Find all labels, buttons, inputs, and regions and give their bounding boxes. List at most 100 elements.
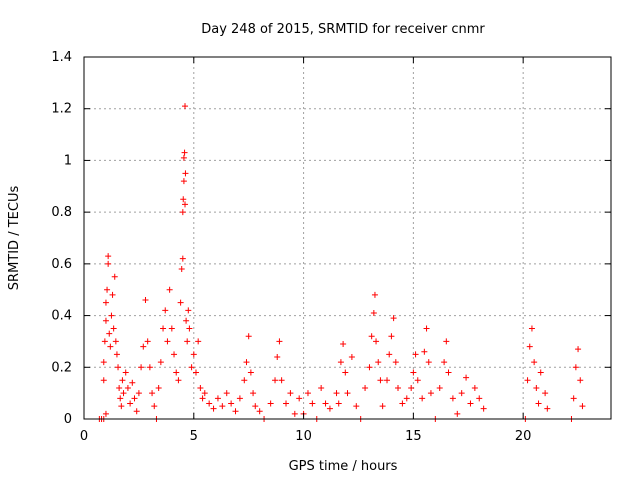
data-point bbox=[178, 266, 185, 273]
data-point bbox=[192, 369, 199, 376]
y-tick-label: 1 bbox=[64, 153, 72, 168]
data-point bbox=[445, 369, 452, 376]
data-point bbox=[105, 260, 112, 267]
data-point bbox=[326, 405, 333, 412]
data-point bbox=[183, 317, 190, 324]
data-point bbox=[386, 351, 393, 358]
data-point bbox=[572, 364, 579, 371]
data-point bbox=[129, 379, 136, 386]
data-point bbox=[531, 359, 538, 366]
data-point bbox=[443, 338, 450, 345]
data-point bbox=[570, 395, 577, 402]
data-point bbox=[108, 312, 115, 319]
data-point bbox=[104, 286, 111, 293]
data-point bbox=[250, 390, 257, 397]
data-point bbox=[304, 390, 311, 397]
data-point bbox=[322, 400, 329, 407]
data-point bbox=[168, 325, 175, 332]
data-point bbox=[480, 405, 487, 412]
data-point bbox=[117, 395, 124, 402]
data-point bbox=[111, 273, 118, 280]
y-tick-label: 0.4 bbox=[51, 309, 72, 324]
data-point bbox=[342, 369, 349, 376]
data-point bbox=[102, 299, 109, 306]
data-point bbox=[110, 325, 117, 332]
data-point bbox=[366, 364, 373, 371]
data-point bbox=[333, 390, 340, 397]
data-point bbox=[344, 390, 351, 397]
data-point bbox=[256, 408, 263, 415]
x-tick-label: 5 bbox=[190, 429, 198, 444]
data-point bbox=[296, 395, 303, 402]
data-point bbox=[188, 364, 195, 371]
data-point bbox=[184, 338, 191, 345]
data-point bbox=[115, 364, 122, 371]
data-point bbox=[206, 400, 213, 407]
data-point bbox=[100, 359, 107, 366]
data-point bbox=[236, 395, 243, 402]
y-tick-label: 0 bbox=[64, 412, 72, 427]
data-point bbox=[278, 377, 285, 384]
data-point bbox=[142, 297, 149, 304]
data-point bbox=[228, 400, 235, 407]
data-point bbox=[195, 338, 202, 345]
data-point bbox=[384, 377, 391, 384]
data-point bbox=[135, 390, 142, 397]
data-point bbox=[476, 395, 483, 402]
data-point bbox=[375, 359, 382, 366]
data-point bbox=[219, 403, 226, 410]
data-point bbox=[245, 333, 252, 340]
data-point bbox=[408, 384, 415, 391]
data-point bbox=[131, 395, 138, 402]
data-point bbox=[528, 325, 535, 332]
data-point bbox=[454, 410, 461, 417]
y-tick-label: 0.2 bbox=[51, 360, 72, 375]
data-point bbox=[403, 395, 410, 402]
data-point bbox=[535, 400, 542, 407]
data-point bbox=[412, 351, 419, 358]
data-point bbox=[197, 384, 204, 391]
y-tick-label: 0.8 bbox=[51, 205, 72, 220]
data-points bbox=[96, 103, 586, 422]
data-point bbox=[287, 390, 294, 397]
data-point bbox=[179, 255, 186, 262]
data-point bbox=[399, 400, 406, 407]
data-point bbox=[335, 400, 342, 407]
data-point bbox=[252, 403, 259, 410]
data-point bbox=[318, 384, 325, 391]
data-point bbox=[309, 400, 316, 407]
y-axis-label: SRMTID / TECUs bbox=[7, 186, 22, 291]
data-point bbox=[463, 374, 470, 381]
data-point bbox=[395, 384, 402, 391]
y-tick-label: 1.4 bbox=[51, 50, 72, 65]
data-point bbox=[173, 369, 180, 376]
data-point bbox=[390, 315, 397, 322]
data-point bbox=[199, 395, 206, 402]
axis-ticks bbox=[83, 56, 611, 420]
data-point bbox=[138, 364, 145, 371]
data-point bbox=[449, 395, 456, 402]
data-point bbox=[140, 343, 147, 350]
data-point bbox=[201, 390, 208, 397]
data-point bbox=[181, 149, 188, 156]
data-point bbox=[109, 291, 116, 298]
x-tick-label: 15 bbox=[405, 429, 422, 444]
data-point bbox=[182, 170, 189, 177]
data-point bbox=[160, 325, 167, 332]
data-point bbox=[579, 403, 586, 410]
data-point bbox=[177, 299, 184, 306]
data-point bbox=[107, 343, 114, 350]
data-point bbox=[120, 390, 127, 397]
data-point bbox=[291, 410, 298, 417]
data-point bbox=[171, 351, 178, 358]
data-point bbox=[348, 353, 355, 360]
data-point bbox=[164, 338, 171, 345]
x-tick-label: 20 bbox=[515, 429, 532, 444]
data-point bbox=[149, 390, 156, 397]
data-point bbox=[436, 384, 443, 391]
data-point bbox=[144, 338, 151, 345]
data-point bbox=[180, 178, 187, 185]
data-point bbox=[425, 359, 432, 366]
data-point bbox=[175, 377, 182, 384]
